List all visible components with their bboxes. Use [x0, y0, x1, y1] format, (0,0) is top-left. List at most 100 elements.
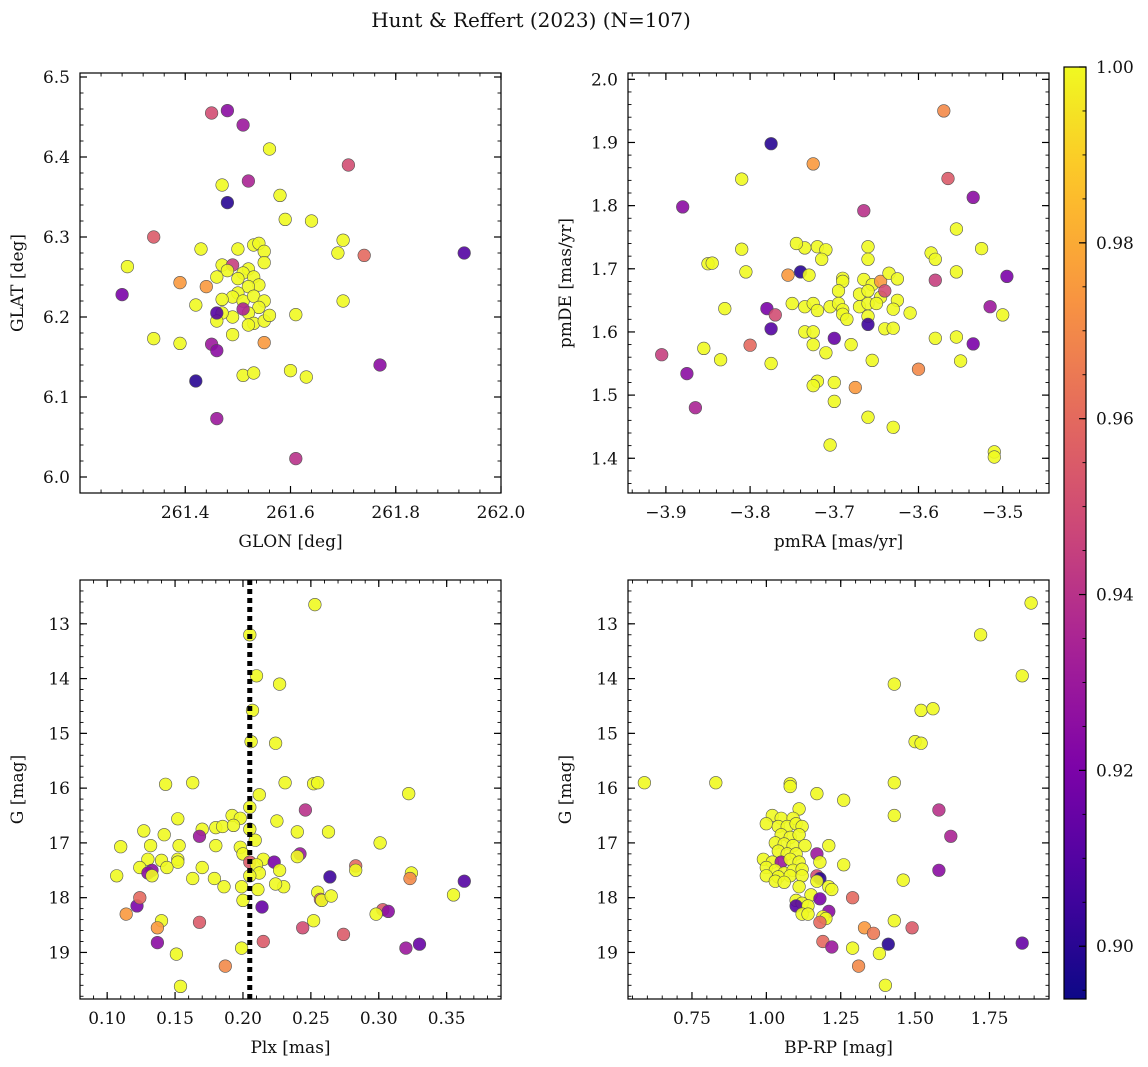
x-tick-label: 0.35 [428, 1009, 466, 1029]
data-point [226, 328, 240, 342]
data-point [119, 907, 133, 921]
y-tick-label: 17 [596, 834, 618, 854]
data-point [249, 669, 264, 683]
data-point [1015, 669, 1029, 683]
y-tick-label: 19 [48, 943, 70, 963]
data-point [806, 157, 820, 171]
data-point [735, 242, 749, 256]
x-tick-label: 0.30 [360, 1009, 398, 1029]
data-point [825, 882, 839, 897]
data-point [210, 270, 224, 284]
data-point [974, 242, 989, 256]
data-point [160, 860, 174, 875]
y-tick-label: 13 [596, 615, 618, 635]
data-point [381, 904, 395, 919]
x-axis-label: BP-RP [mag] [784, 1038, 893, 1058]
data-point [810, 874, 824, 888]
data-point [269, 877, 283, 891]
panel-plx-g: 0.10 0.15 0.20 0.25 0.30 0.35 13 14 15 16 17 18 19 Pl… [8, 579, 502, 1058]
data-point [792, 828, 806, 842]
y-tick-label: 1.5 [591, 386, 618, 406]
data-point [806, 338, 820, 352]
data-point [369, 907, 383, 921]
data-point [801, 907, 815, 921]
data-point [194, 242, 208, 256]
data-point [255, 900, 269, 914]
y-tick-label: 2.0 [591, 70, 618, 90]
data-point [236, 118, 250, 132]
data-point [150, 935, 164, 950]
data-point [866, 926, 881, 940]
data-point [341, 158, 356, 172]
y-tick-label: 18 [48, 889, 70, 909]
data-point [827, 331, 841, 345]
points-group [115, 103, 471, 466]
points-group [637, 596, 1038, 992]
y-tick-label: 14 [596, 670, 618, 690]
y-tick-label: 1.4 [591, 449, 618, 469]
data-point [903, 306, 917, 320]
x-tick-label: −3.8 [729, 503, 770, 523]
points-group [110, 597, 471, 994]
data-point [932, 863, 946, 877]
data-point [709, 776, 723, 790]
data-point [777, 875, 791, 889]
data-point [199, 280, 213, 294]
data-point [887, 776, 901, 790]
data-point [241, 174, 255, 188]
data-point [205, 106, 219, 120]
data-point [189, 298, 203, 312]
data-point [823, 438, 837, 452]
data-point [792, 802, 806, 816]
data-point [299, 370, 313, 384]
colorbar-tick-label: 0.96 [1096, 410, 1134, 430]
data-point [145, 869, 159, 883]
data-point [1024, 596, 1038, 610]
data-point [373, 358, 387, 372]
data-point [215, 292, 229, 307]
data-point [215, 178, 229, 192]
axes-frame [79, 579, 502, 1000]
data-point [949, 265, 964, 279]
x-tick-label: 0.75 [673, 1009, 711, 1029]
data-point [764, 322, 778, 336]
data-point [336, 927, 351, 942]
points-group [655, 104, 1014, 464]
data-point [966, 337, 980, 351]
data-point [226, 818, 241, 833]
data-point [171, 812, 185, 826]
axes-frame [79, 72, 502, 494]
data-point [311, 776, 325, 790]
data-point [115, 288, 129, 302]
data-point [806, 379, 820, 393]
data-point [403, 871, 417, 886]
data-point [705, 256, 719, 270]
data-point [457, 246, 471, 260]
data-point [825, 940, 839, 954]
x-axis-label: pmRA [mas/yr] [774, 532, 903, 552]
data-point [133, 891, 147, 905]
data-point [928, 331, 942, 345]
data-point [241, 318, 255, 332]
y-tick-label: 1.8 [591, 197, 618, 217]
data-point [336, 294, 350, 308]
data-point [298, 803, 313, 817]
data-point [446, 888, 461, 902]
data-point [290, 849, 304, 864]
data-point [283, 364, 298, 378]
data-point [331, 246, 345, 260]
data-point [399, 941, 413, 955]
data-point [845, 891, 860, 905]
data-point [890, 272, 905, 286]
data-point [887, 677, 901, 691]
data-point [713, 353, 728, 367]
data-point [1015, 936, 1029, 950]
data-point [837, 858, 851, 872]
data-point [861, 240, 875, 254]
data-point [273, 188, 287, 202]
colorbar-tick-label: 0.98 [1096, 234, 1134, 254]
data-point [680, 367, 694, 381]
data-point [210, 344, 224, 358]
data-point [822, 838, 836, 853]
